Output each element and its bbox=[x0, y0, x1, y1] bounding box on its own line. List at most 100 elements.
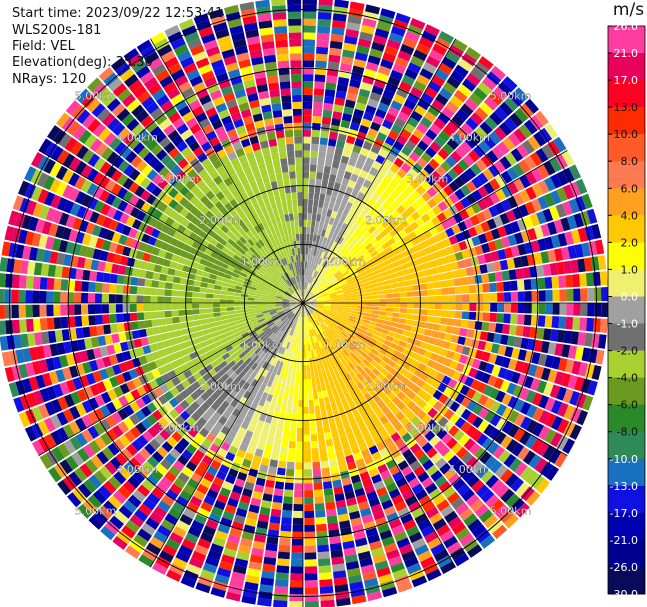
range-gate bbox=[229, 491, 241, 501]
range-gate bbox=[431, 423, 443, 435]
range-gate bbox=[145, 270, 154, 280]
range-gate bbox=[526, 419, 538, 434]
range-gate bbox=[387, 442, 398, 453]
range-gate bbox=[303, 4, 317, 12]
range-gate bbox=[377, 372, 386, 381]
range-gate bbox=[477, 233, 488, 244]
range-gate bbox=[357, 343, 365, 351]
range-gate bbox=[254, 273, 263, 279]
range-gate bbox=[268, 522, 280, 531]
range-gate bbox=[426, 447, 438, 459]
range-gate bbox=[386, 214, 396, 224]
range-gate bbox=[471, 235, 481, 247]
range-gate bbox=[326, 316, 333, 322]
range-gate bbox=[363, 334, 371, 341]
range-gate bbox=[160, 519, 175, 532]
range-gate bbox=[92, 370, 103, 383]
range-gate bbox=[510, 221, 521, 234]
range-gate bbox=[452, 163, 464, 176]
range-gate bbox=[53, 317, 62, 330]
range-gate bbox=[367, 363, 376, 372]
range-gate bbox=[355, 102, 367, 112]
range-gate bbox=[198, 303, 206, 309]
range-gate bbox=[271, 417, 279, 426]
range-gate bbox=[363, 577, 379, 588]
range-gate bbox=[531, 392, 543, 406]
range-gate bbox=[409, 443, 421, 454]
range-gate bbox=[288, 312, 294, 319]
range-gate bbox=[191, 381, 201, 391]
range-gate bbox=[378, 348, 388, 356]
range-gate bbox=[357, 464, 368, 475]
range-gate bbox=[333, 570, 347, 579]
range-gate bbox=[35, 374, 46, 389]
range-gate bbox=[579, 317, 587, 331]
range-gate bbox=[308, 294, 315, 299]
range-gate bbox=[509, 92, 524, 107]
range-gate bbox=[354, 487, 366, 497]
range-gate bbox=[439, 365, 449, 375]
range-gate bbox=[483, 135, 497, 149]
range-gate bbox=[363, 285, 371, 290]
range-gate bbox=[295, 462, 303, 470]
range-gate bbox=[520, 230, 531, 243]
range-gate bbox=[449, 413, 461, 425]
range-gate bbox=[319, 453, 328, 462]
range-gate bbox=[201, 253, 210, 261]
range-gate bbox=[275, 319, 282, 325]
range-gate bbox=[261, 500, 272, 509]
range-gate bbox=[486, 332, 495, 343]
range-gate bbox=[464, 167, 477, 180]
range-gate bbox=[281, 517, 292, 525]
range-gate bbox=[135, 422, 147, 434]
range-gate bbox=[316, 303, 324, 305]
range-gate bbox=[130, 276, 139, 286]
range-gate bbox=[180, 576, 197, 588]
range-gate bbox=[393, 421, 404, 432]
range-gate bbox=[435, 258, 444, 267]
range-gate bbox=[325, 501, 336, 510]
range-gate bbox=[75, 268, 84, 280]
range-gate bbox=[407, 62, 422, 74]
range-gate bbox=[574, 346, 584, 361]
range-gate bbox=[282, 299, 290, 302]
range-gate bbox=[219, 307, 228, 312]
range-gate bbox=[376, 281, 385, 287]
range-gate bbox=[297, 309, 301, 316]
range-gate bbox=[314, 327, 319, 335]
range-gate bbox=[381, 405, 391, 415]
range-gate bbox=[549, 329, 559, 342]
range-gate bbox=[404, 225, 414, 235]
range-gate bbox=[468, 284, 477, 294]
range-gate bbox=[410, 374, 420, 384]
range-gate bbox=[335, 313, 343, 318]
range-gate bbox=[326, 410, 334, 419]
range-gate bbox=[468, 149, 480, 163]
range-gate bbox=[46, 317, 55, 330]
range-gate bbox=[157, 311, 165, 319]
range-gate bbox=[278, 361, 284, 369]
range-gate bbox=[25, 290, 33, 303]
range-gate bbox=[434, 288, 442, 296]
range-gate bbox=[337, 308, 345, 312]
range-gate bbox=[304, 497, 314, 505]
range-gate bbox=[498, 81, 513, 96]
range-gate bbox=[560, 246, 570, 261]
range-gate bbox=[312, 122, 321, 131]
range-gate bbox=[525, 390, 537, 404]
range-gate bbox=[348, 362, 356, 370]
range-gate bbox=[400, 303, 408, 308]
range-gate bbox=[331, 472, 341, 481]
range-gate bbox=[569, 424, 582, 440]
range-gate bbox=[367, 198, 376, 208]
range-gate bbox=[219, 360, 228, 369]
range-gate bbox=[398, 281, 406, 288]
range-gate bbox=[297, 323, 300, 331]
range-gate bbox=[368, 216, 377, 226]
range-gate bbox=[329, 308, 337, 312]
range-gate bbox=[551, 276, 560, 289]
range-gate bbox=[327, 180, 335, 189]
range-gate bbox=[85, 222, 96, 235]
range-gate bbox=[522, 326, 531, 338]
range-gate bbox=[185, 385, 196, 395]
